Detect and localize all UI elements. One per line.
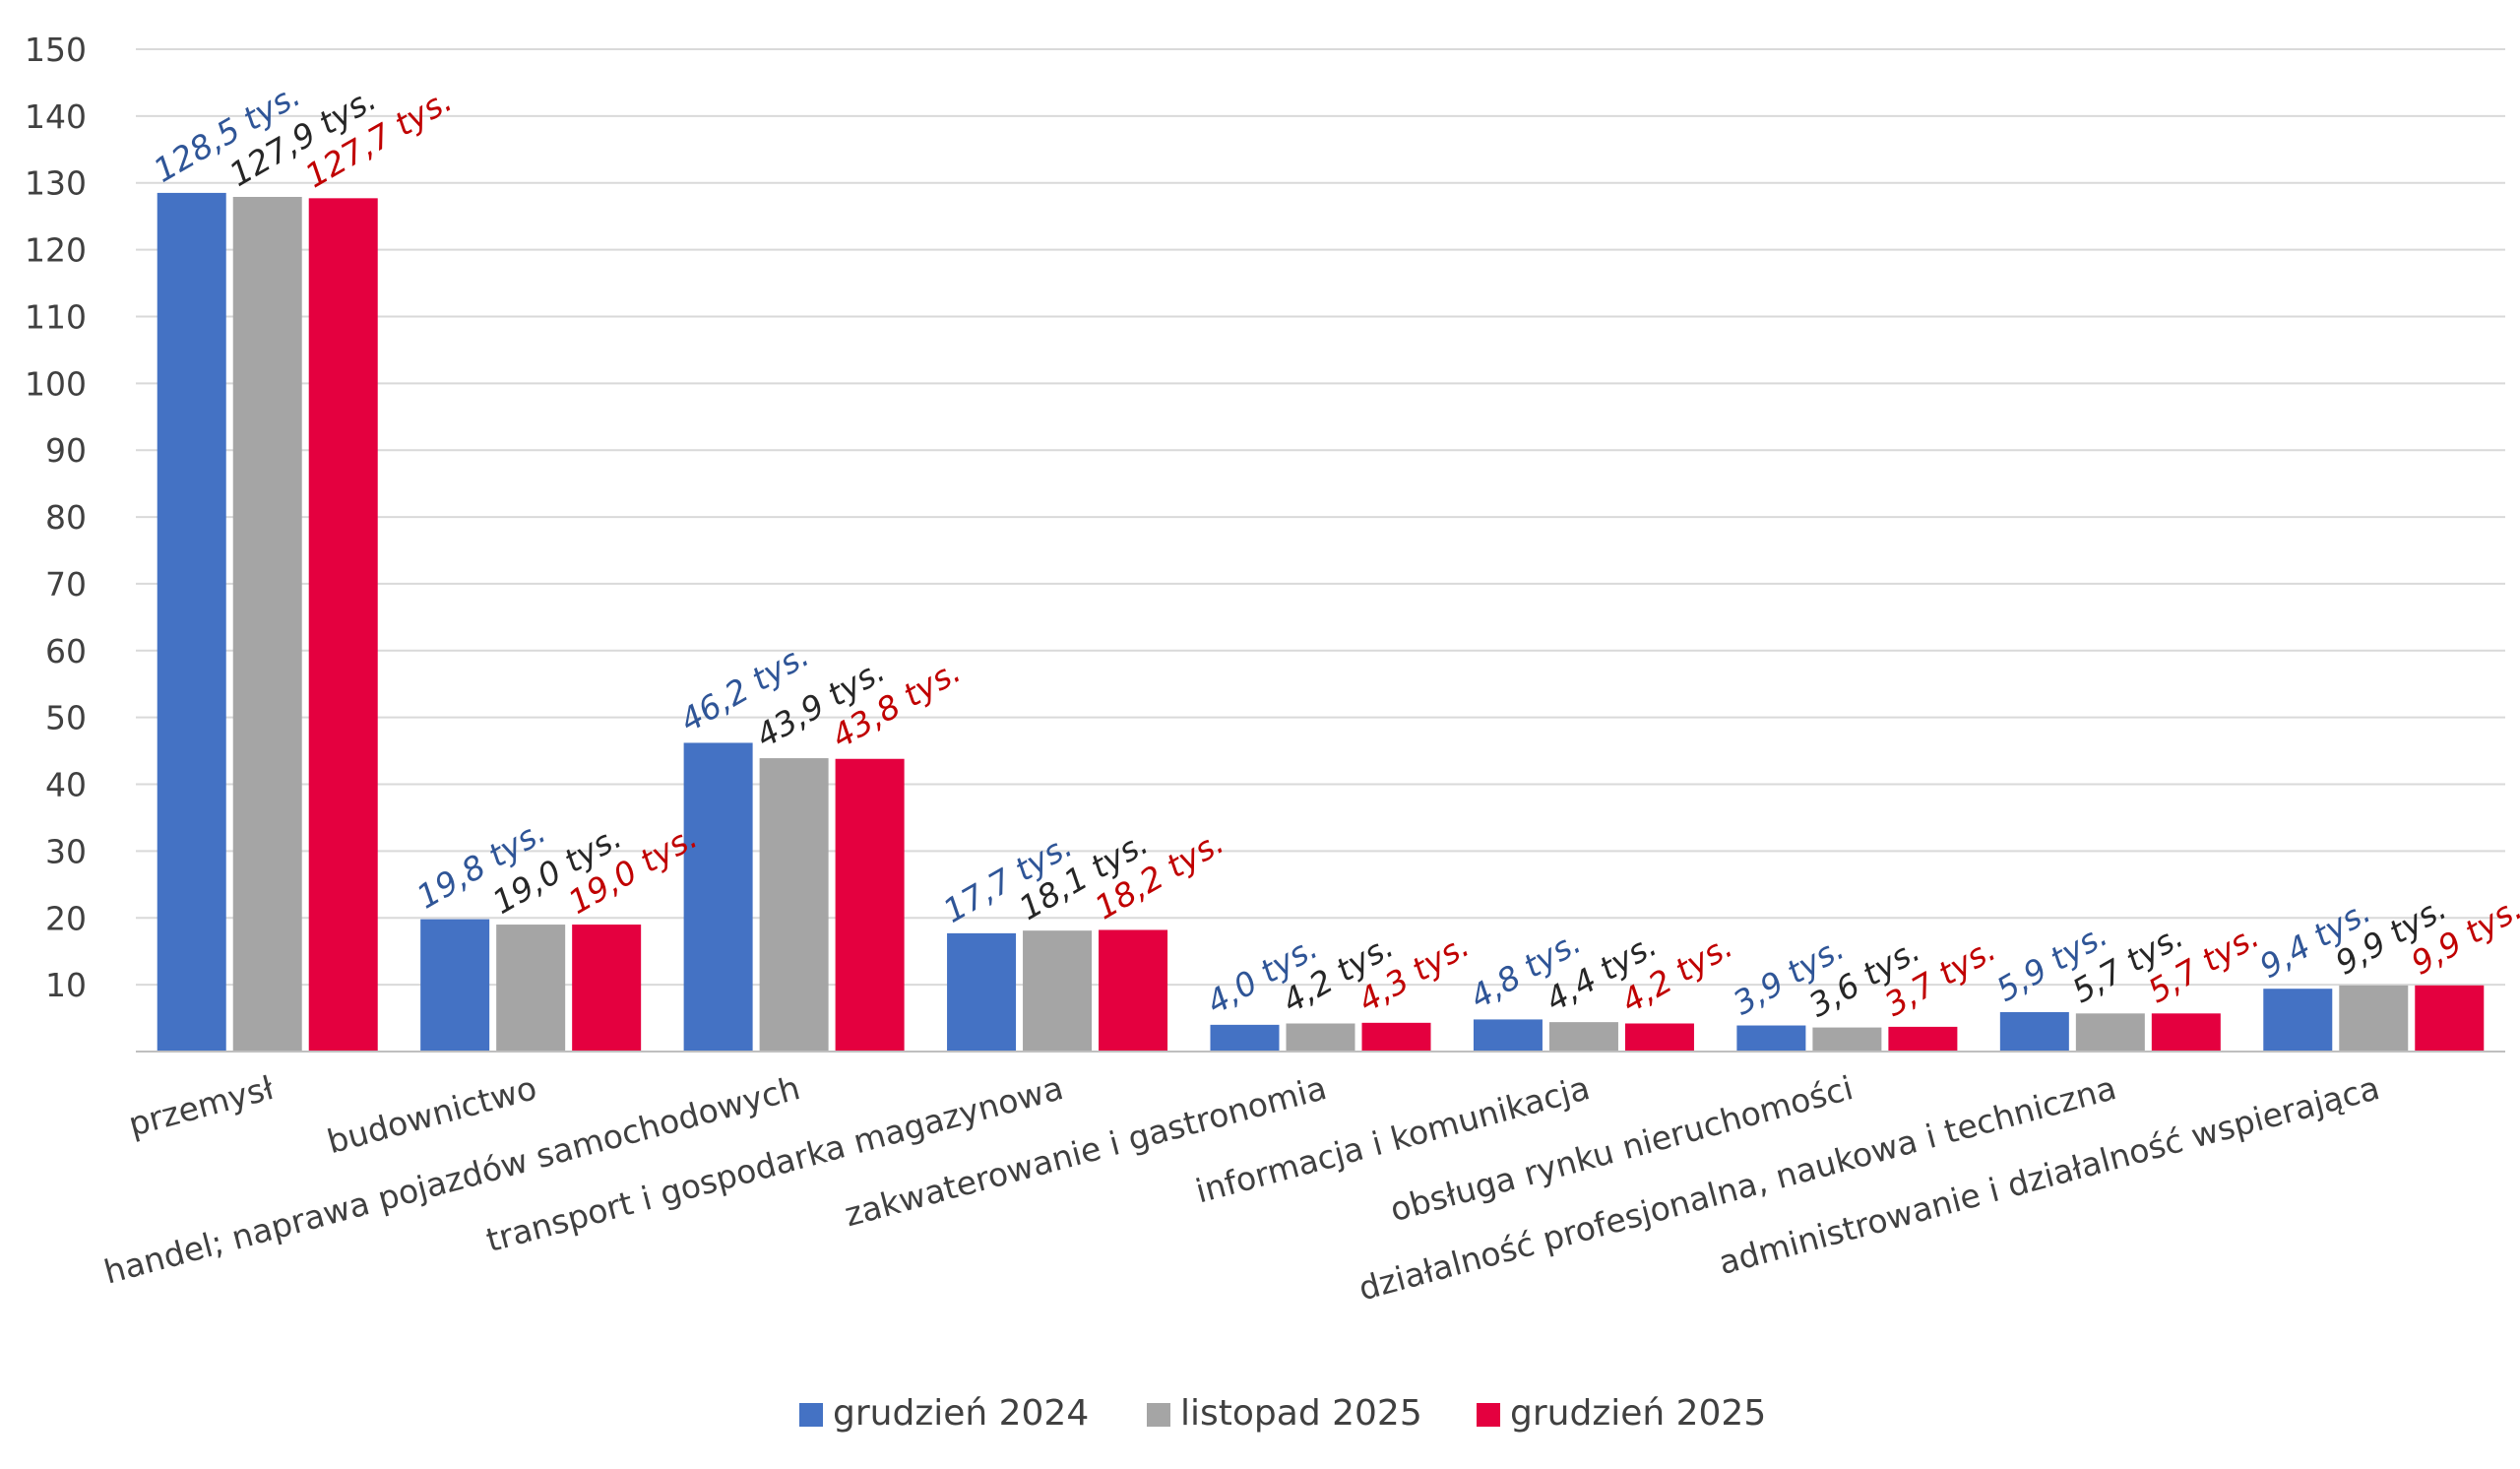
y-tick-label: 60 xyxy=(45,632,87,671)
legend-swatch xyxy=(1147,1403,1170,1427)
legend-label: listopad 2025 xyxy=(1180,1393,1422,1434)
legend-swatch xyxy=(799,1403,823,1427)
bar xyxy=(496,925,566,1052)
y-tick-label: 100 xyxy=(25,364,87,403)
y-tick-label: 140 xyxy=(25,97,87,136)
bars xyxy=(157,192,2485,1053)
bar xyxy=(1361,1022,1431,1052)
y-tick-label: 110 xyxy=(25,297,87,336)
bar xyxy=(2151,1013,2221,1052)
bar xyxy=(1624,1023,1694,1052)
bar xyxy=(1023,930,1093,1052)
y-tick-label: 90 xyxy=(45,431,87,470)
bar xyxy=(232,196,302,1052)
legend-label: grudzień 2024 xyxy=(833,1393,1089,1434)
bar xyxy=(1099,929,1168,1052)
bar xyxy=(1210,1024,1280,1052)
y-tick-label: 50 xyxy=(45,699,87,737)
y-tick-label: 30 xyxy=(45,832,87,870)
bar xyxy=(683,742,753,1052)
y-tick-label: 120 xyxy=(25,231,87,270)
legend-label: grudzień 2025 xyxy=(1510,1393,1766,1434)
bar xyxy=(157,192,226,1052)
bar xyxy=(1812,1027,1882,1052)
y-tick-label: 130 xyxy=(25,164,87,203)
bar xyxy=(759,758,829,1052)
bar xyxy=(1999,1011,2069,1052)
data-labels: 128,5 tys.19,8 tys.46,2 tys.17,7 tys.4,0… xyxy=(147,76,2520,1025)
bar xyxy=(308,198,378,1053)
y-tick-label: 40 xyxy=(45,766,87,804)
bar xyxy=(835,758,905,1052)
bar xyxy=(1473,1019,1543,1052)
legend-swatch xyxy=(1477,1403,1500,1427)
y-tick-label: 70 xyxy=(45,565,87,604)
bar xyxy=(2339,985,2409,1052)
bar xyxy=(947,932,1017,1052)
legend: grudzień 2024 listopad 2025 grudzień 2025 xyxy=(799,1393,1766,1434)
bar xyxy=(572,925,642,1052)
bar xyxy=(1736,1025,1806,1052)
y-tick-label: 150 xyxy=(25,31,87,69)
y-axis: 10 20 30 40 50 60 70 80 90 100 110 120 130 140 150 xyxy=(25,31,87,1004)
bar xyxy=(2415,985,2485,1052)
y-tick-label: 80 xyxy=(45,498,87,537)
y-tick-label: 20 xyxy=(45,899,87,937)
bar xyxy=(2075,1013,2145,1052)
gridlines xyxy=(136,48,2505,987)
bar xyxy=(1548,1022,1618,1052)
y-tick-label: 10 xyxy=(45,966,87,1004)
bar xyxy=(2263,989,2333,1052)
x-category-label: zakwaterowanie i gastronomia xyxy=(841,1068,1331,1234)
bar xyxy=(420,919,490,1052)
bar xyxy=(1286,1023,1355,1052)
bar xyxy=(1888,1026,1958,1052)
x-category-label: przemysł xyxy=(124,1068,278,1144)
